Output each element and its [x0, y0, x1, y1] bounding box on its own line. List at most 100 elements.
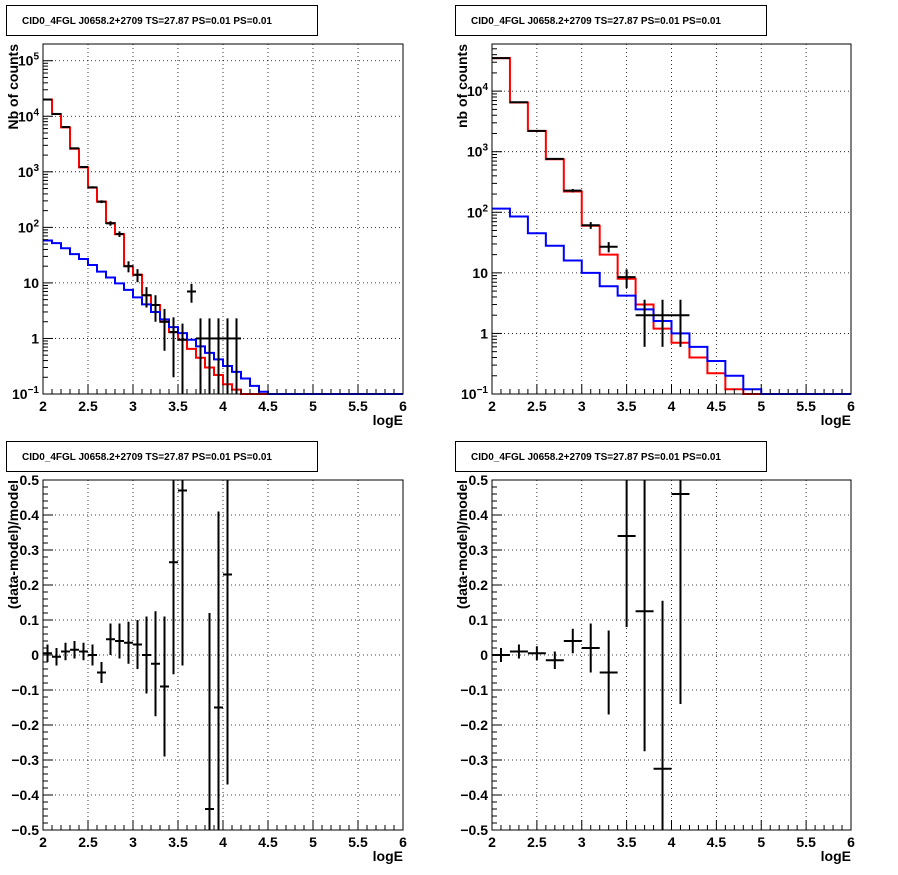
data-point	[169, 480, 178, 675]
data-point	[115, 231, 124, 237]
x-tick-label: 3.5	[168, 834, 188, 850]
title-box-border	[6, 441, 318, 472]
x-tick-label: 3	[129, 834, 137, 850]
x-tick-label: 5.5	[348, 398, 368, 414]
data-points	[43, 480, 232, 830]
x-tick-label: 4	[219, 398, 227, 414]
chart-title-box: CID0_4FGL J0658.2+2709 TS=27.87 PS=0.01 …	[455, 441, 767, 472]
data-point	[205, 318, 214, 394]
x-tick-label: 4	[219, 834, 227, 850]
x-tick-label: 4.5	[258, 834, 278, 850]
data-point	[70, 641, 79, 659]
x-tick-label: 2.5	[78, 834, 98, 850]
y-tick-label: −0.1	[460, 682, 488, 698]
title-box-border	[455, 5, 767, 36]
data-point	[70, 147, 79, 150]
x-axis-label: logE	[821, 848, 851, 864]
x-tick-label: 5	[757, 834, 765, 850]
data-point	[151, 611, 160, 717]
data-point	[160, 308, 169, 351]
data-point	[79, 642, 88, 661]
data-point	[124, 621, 133, 664]
plot-area	[43, 480, 232, 830]
x-tick-label: 2	[39, 398, 47, 414]
data-point	[653, 299, 672, 347]
data-point	[97, 200, 106, 204]
data-points	[43, 98, 241, 394]
y-tick-label: 10	[472, 265, 488, 281]
data-point	[79, 166, 88, 169]
x-tick-label: 3.5	[617, 834, 637, 850]
title-box-border	[455, 441, 767, 472]
data-point	[509, 101, 528, 104]
chart-panel-3: CID0_4FGL J0658.2+2709 TS=27.87 PS=0.01 …	[5, 441, 407, 864]
x-tick-label: 4	[668, 398, 676, 414]
y-tick-label: 1	[480, 325, 488, 341]
data-point	[142, 616, 151, 694]
x-tick-label: 5	[309, 398, 317, 414]
data-point	[635, 299, 654, 347]
y-tick-label: 102	[18, 218, 40, 235]
x-tick-label: 6	[399, 834, 407, 850]
x-tick-label: 5	[309, 834, 317, 850]
grid-lines	[43, 44, 403, 394]
chart-title: CID0_4FGL J0658.2+2709 TS=27.87 PS=0.01 …	[22, 16, 272, 27]
data-point	[223, 318, 232, 394]
data-point	[151, 295, 160, 322]
y-tick-label: 102	[467, 203, 489, 220]
y-axis-label: nb of counts	[454, 44, 470, 128]
y-tick-label: 104	[467, 82, 489, 99]
data-point	[88, 186, 97, 189]
y-tick-label: 105	[18, 52, 40, 69]
x-tick-label: 3.5	[168, 398, 188, 414]
data-point	[52, 648, 61, 666]
x-axis-ticks	[42, 820, 404, 830]
y-tick-label: −0.4	[11, 787, 39, 803]
y-tick-label: 10−1	[461, 385, 488, 402]
data-point	[671, 299, 690, 347]
y-axis-ticks	[492, 43, 502, 395]
model-total-line	[43, 98, 403, 395]
y-tick-label: 0	[31, 647, 39, 663]
data-point	[653, 600, 672, 830]
x-axis-label: logE	[373, 848, 403, 864]
chart-panel-2: CID0_4FGL J0658.2+2709 TS=27.87 PS=0.01 …	[454, 5, 855, 428]
x-tick-label: 3	[578, 834, 586, 850]
data-point	[223, 480, 232, 785]
chart-title-box: CID0_4FGL J0658.2+2709 TS=27.87 PS=0.01 …	[455, 5, 767, 36]
chart-panel-1: CID0_4FGL J0658.2+2709 TS=27.87 PS=0.01 …	[5, 5, 407, 428]
x-axis-ticks	[491, 820, 852, 830]
x-tick-label: 3	[578, 398, 586, 414]
y-tick-label: 10	[23, 275, 39, 291]
y-axis-label: (data-model)/model	[454, 480, 470, 609]
plot-area	[492, 480, 690, 830]
data-point	[232, 318, 241, 394]
x-tick-label: 5.5	[796, 398, 816, 414]
x-axis-label: logE	[821, 412, 851, 428]
y-axis-label: Nb of counts	[5, 44, 21, 130]
y-tick-label: −0.3	[11, 752, 39, 768]
y-tick-label: 1	[31, 330, 39, 346]
data-point	[115, 623, 124, 659]
x-tick-label: 2.5	[527, 398, 547, 414]
data-point	[169, 317, 178, 378]
grid-lines	[492, 480, 851, 830]
x-tick-label: 3	[129, 398, 137, 414]
data-point	[106, 221, 115, 226]
data-point	[527, 646, 546, 661]
data-point	[527, 129, 546, 132]
data-point	[124, 261, 133, 273]
data-point	[178, 480, 187, 666]
y-tick-label: 0.2	[469, 577, 489, 593]
x-tick-label: 2	[488, 834, 496, 850]
data-point	[160, 616, 169, 757]
x-tick-label: 6	[847, 834, 855, 850]
data-point	[196, 318, 205, 394]
x-tick-label: 5.5	[348, 834, 368, 850]
data-point	[214, 318, 223, 394]
x-tick-label: 4.5	[258, 398, 278, 414]
x-tick-label: 5	[757, 398, 765, 414]
data-point	[617, 269, 636, 289]
y-tick-label: −0.2	[11, 717, 39, 733]
data-point	[88, 644, 97, 666]
